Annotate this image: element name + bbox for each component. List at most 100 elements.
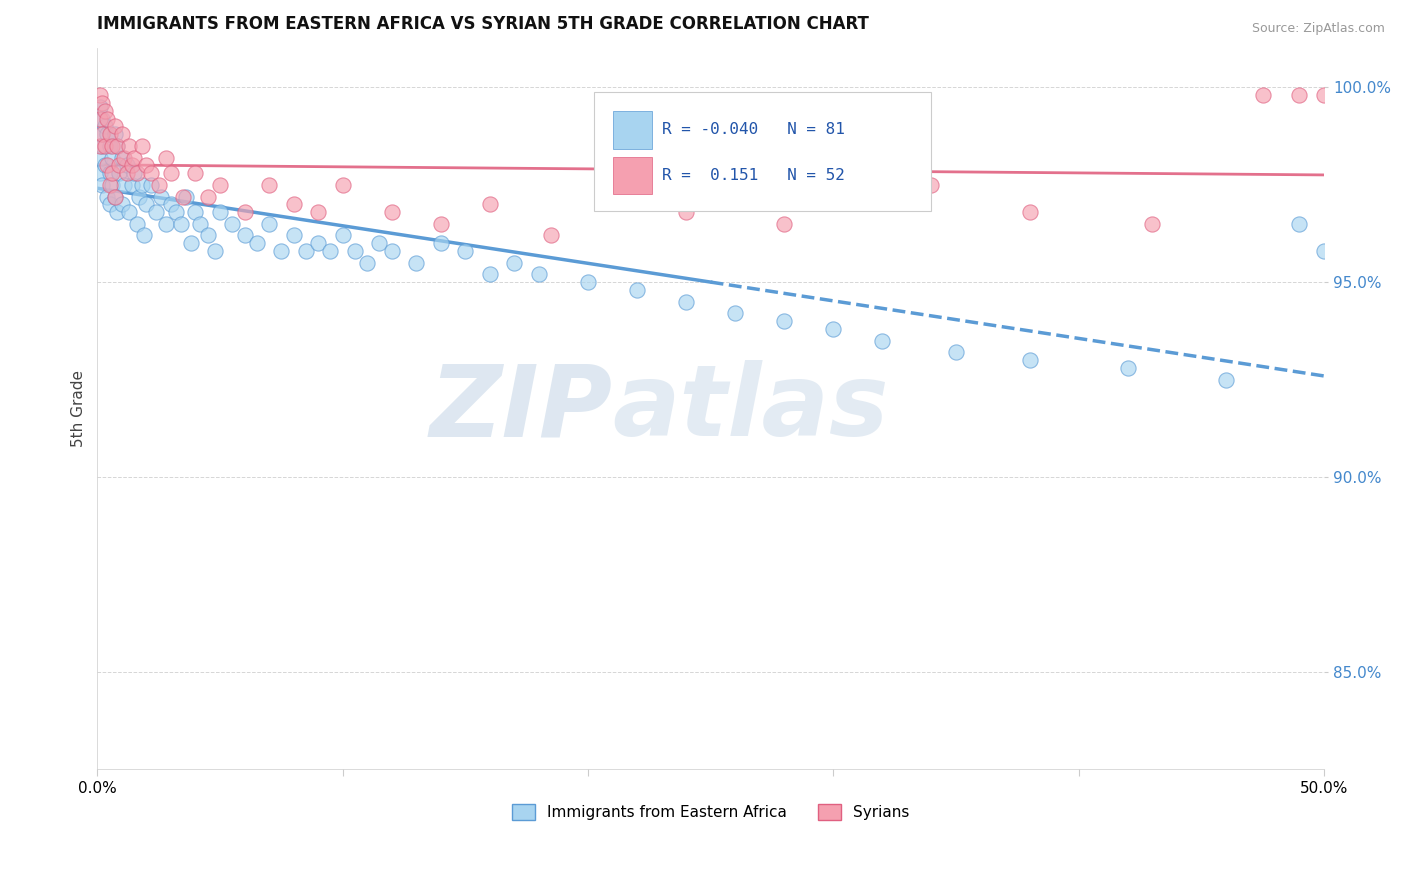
Point [98, 139, 121, 153]
Text: atlas: atlas [613, 360, 889, 458]
Point [131, 178, 153, 192]
Point [98, 127, 121, 141]
Point [204, 244, 226, 258]
Point [208, 178, 231, 192]
Point [332, 178, 354, 192]
Point [105, 139, 128, 153]
Point [283, 228, 305, 243]
Point [1313, 88, 1336, 103]
Point [115, 158, 138, 172]
Point [89, 166, 111, 180]
Point [121, 158, 143, 172]
Point [89, 100, 111, 114]
Point [945, 345, 967, 359]
Point [101, 166, 124, 180]
Point [91, 178, 114, 192]
Point [105, 205, 128, 219]
Point [430, 236, 453, 251]
Legend: Immigrants from Eastern Africa, Syrians: Immigrants from Eastern Africa, Syrians [506, 798, 915, 827]
Point [111, 127, 134, 141]
Point [307, 205, 329, 219]
Text: R =  0.151   N = 52: R = 0.151 N = 52 [662, 168, 845, 183]
Point [356, 256, 378, 270]
Point [135, 158, 157, 172]
Point [111, 197, 134, 211]
Point [257, 217, 280, 231]
Point [503, 256, 526, 270]
Point [190, 217, 212, 231]
Point [108, 158, 131, 172]
Point [115, 166, 138, 180]
Point [233, 228, 256, 243]
Point [381, 244, 404, 258]
Point [132, 228, 155, 243]
Point [454, 244, 477, 258]
Point [184, 205, 207, 219]
Point [1116, 361, 1139, 376]
Point [93, 120, 115, 134]
Point [111, 151, 134, 165]
Point [602, 178, 624, 192]
Y-axis label: 5th Grade: 5th Grade [72, 370, 86, 448]
Point [872, 334, 894, 348]
Point [98, 178, 121, 192]
Point [197, 228, 219, 243]
Point [98, 197, 121, 211]
Point [145, 205, 167, 219]
Point [160, 166, 183, 180]
Point [135, 197, 157, 211]
Point [430, 217, 453, 231]
Point [118, 139, 141, 153]
Text: Source: ZipAtlas.com: Source: ZipAtlas.com [1251, 22, 1385, 36]
Point [96, 112, 118, 126]
Point [103, 120, 125, 134]
Point [170, 217, 193, 231]
Point [675, 294, 697, 309]
Point [128, 189, 150, 203]
Point [1215, 373, 1237, 387]
Point [89, 151, 111, 165]
Point [197, 189, 219, 203]
Point [155, 151, 177, 165]
Point [91, 127, 114, 141]
Point [478, 197, 501, 211]
Point [121, 178, 143, 192]
Point [118, 205, 141, 219]
Point [131, 139, 153, 153]
Point [148, 178, 170, 192]
Point [96, 158, 118, 172]
Text: ZIP: ZIP [429, 360, 613, 458]
Point [208, 205, 231, 219]
Point [112, 178, 135, 192]
Point [89, 88, 111, 103]
Point [89, 127, 111, 141]
Point [89, 112, 111, 126]
Point [184, 166, 207, 180]
Point [103, 127, 125, 141]
Text: R = -0.040   N = 81: R = -0.040 N = 81 [662, 122, 845, 137]
Point [93, 139, 115, 153]
Point [1018, 353, 1040, 368]
FancyBboxPatch shape [595, 92, 931, 211]
Point [576, 275, 599, 289]
Point [246, 236, 269, 251]
Point [773, 217, 796, 231]
Point [150, 189, 173, 203]
Point [122, 151, 145, 165]
Point [257, 178, 280, 192]
Point [221, 217, 243, 231]
Point [1251, 88, 1274, 103]
Point [141, 178, 163, 192]
Point [1142, 217, 1164, 231]
Point [103, 189, 125, 203]
Point [98, 166, 121, 180]
Point [307, 236, 329, 251]
Point [91, 112, 114, 126]
Point [295, 244, 318, 258]
Point [527, 268, 550, 282]
Point [96, 189, 118, 203]
Point [160, 197, 183, 211]
Point [233, 205, 256, 219]
Point [319, 244, 342, 258]
Point [125, 166, 148, 180]
